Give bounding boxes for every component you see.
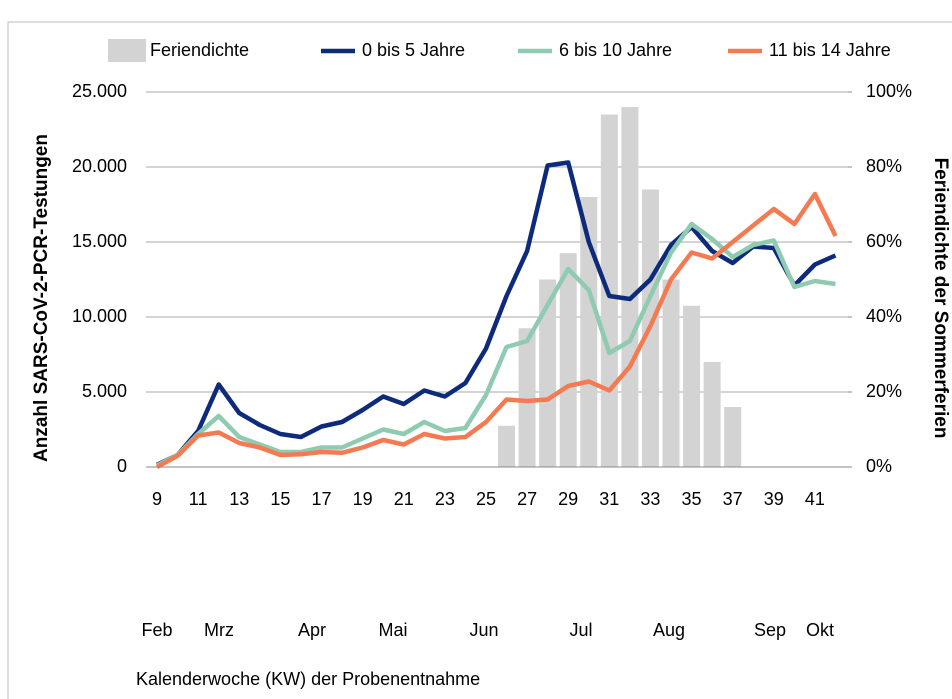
y-tick-label: 25.000	[72, 81, 127, 101]
bar	[539, 279, 557, 467]
bar	[662, 279, 680, 467]
legend-swatch	[108, 39, 146, 62]
y2-tick-label: 0%	[866, 456, 892, 476]
legend-label: Feriendichte	[150, 40, 249, 60]
x-tick-label: 25	[476, 489, 496, 509]
y2-tick-label: 40%	[866, 306, 902, 326]
x-tick-label: 21	[394, 489, 414, 509]
month-label: Sep	[754, 620, 786, 640]
line	[156, 160, 837, 467]
x-tick-label: 15	[270, 489, 290, 509]
x-tick-label: 13	[229, 489, 249, 509]
month-label: Jun	[469, 620, 498, 640]
y-tick-label: 0	[117, 456, 127, 476]
y-tick-label: 10.000	[72, 306, 127, 326]
x-axis-title: Kalenderwoche (KW) der Probenentnahme	[136, 669, 480, 689]
x-tick-label: 17	[311, 489, 331, 509]
month-label: Feb	[141, 620, 172, 640]
y2-axis-title: Feriendichte der Sommerferien	[930, 158, 951, 439]
month-label: Jul	[569, 620, 592, 640]
legend-label: 0 bis 5 Jahre	[362, 40, 465, 60]
bar	[703, 362, 721, 467]
y2-tick-label: 80%	[866, 156, 902, 176]
x-tick-label: 37	[723, 489, 743, 509]
x-tick-label: 23	[435, 489, 455, 509]
bar	[498, 425, 516, 467]
y-tick-label: 5.000	[82, 381, 127, 401]
y-tick-label: 20.000	[72, 156, 127, 176]
y2-tick-label: 100%	[866, 81, 912, 101]
bar	[580, 197, 598, 467]
x-tick-label: 11	[189, 489, 208, 509]
x-tick-label: 39	[764, 489, 784, 509]
legend-label: 6 bis 10 Jahre	[559, 40, 672, 60]
bar	[621, 107, 639, 467]
bar	[559, 253, 577, 467]
month-label: Okt	[806, 620, 834, 640]
line	[155, 191, 838, 469]
x-tick-label: 35	[682, 489, 702, 509]
month-label: Aug	[653, 620, 685, 640]
month-label: Mai	[378, 620, 407, 640]
y2-tick-label: 20%	[866, 381, 902, 401]
bar	[683, 305, 701, 467]
month-label: Apr	[298, 620, 326, 640]
y-tick-label: 15.000	[72, 231, 127, 251]
x-tick-label: 9	[152, 489, 162, 509]
x-tick-label: 19	[353, 489, 373, 509]
month-label: Mrz	[204, 620, 234, 640]
x-tick-label: 31	[599, 489, 619, 509]
x-tick-label: 33	[640, 489, 660, 509]
bar	[724, 407, 742, 467]
x-tick-label: 29	[558, 489, 578, 509]
legend-label: 11 bis 14 Jahre	[769, 40, 891, 60]
x-tick-label: 41	[805, 489, 825, 509]
y-axis-title: Anzahl SARS-CoV-2-PCR-Testungen	[31, 134, 52, 462]
bar	[518, 328, 536, 467]
y2-tick-label: 60%	[866, 231, 902, 251]
x-tick-label: 27	[517, 489, 537, 509]
